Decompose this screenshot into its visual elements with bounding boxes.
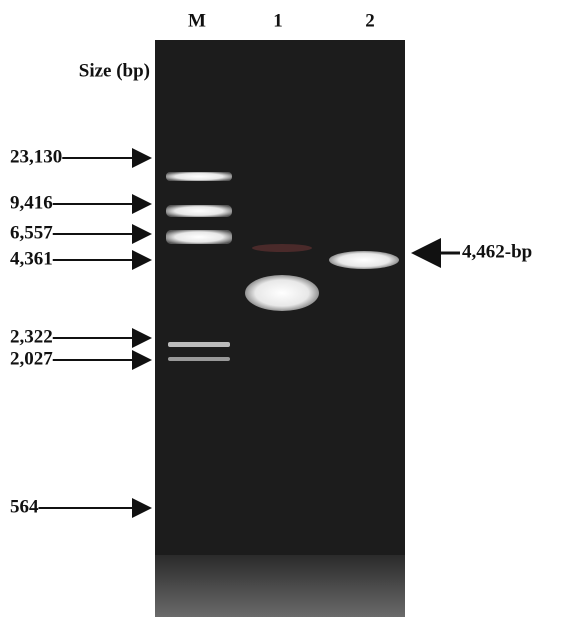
marker-label: 2,322 [10,326,53,347]
marker-label: 2,027 [10,348,53,369]
lane-label: 2 [365,10,375,31]
band [168,342,230,347]
faint-band [252,244,312,252]
marker-label: 9,416 [10,192,53,213]
lane-label: 1 [273,10,283,31]
size-label: Size (bp) [79,60,150,81]
gel-figure: M 1 2 Size (bp) 23,130 9,416 6,557 4,361 2,3… [0,0,585,617]
marker-label: 4,361 [10,248,53,269]
lane-label: M [188,10,206,31]
annotation: 4,462-bp [462,241,532,262]
band [166,172,232,181]
band [168,357,230,361]
band-lane-1 [245,275,319,311]
marker-label: 564 [10,496,39,517]
band-lane-2 [329,251,399,269]
marker-label: 6,557 [10,222,53,243]
band [166,230,232,244]
marker-label: 23,130 [10,146,62,167]
band [166,205,232,217]
gel-bottom [155,555,405,617]
